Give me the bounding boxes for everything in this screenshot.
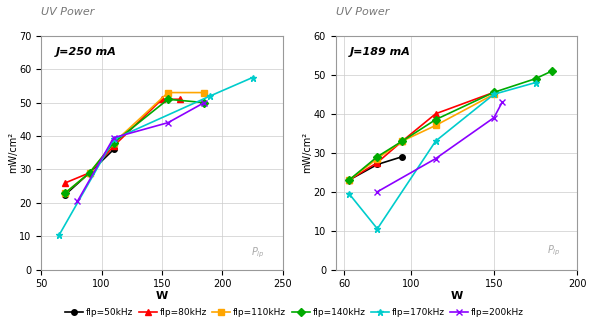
Text: J=250 mA: J=250 mA: [56, 47, 117, 58]
Text: UV Power: UV Power: [336, 7, 389, 17]
Text: UV Power: UV Power: [41, 7, 95, 17]
Y-axis label: mW/cm²: mW/cm²: [8, 132, 18, 173]
X-axis label: W: W: [451, 291, 462, 301]
Legend: flp=50kHz, flp=80kHz, flp=110kHz, flp=140kHz, flp=170kHz, flp=200kHz: flp=50kHz, flp=80kHz, flp=110kHz, flp=14…: [62, 304, 527, 320]
Text: J=189 mA: J=189 mA: [350, 47, 411, 58]
X-axis label: W: W: [156, 291, 168, 301]
Text: $P_{lp}$: $P_{lp}$: [547, 244, 561, 258]
Y-axis label: mW/cm²: mW/cm²: [302, 132, 312, 173]
Text: $P_{lp}$: $P_{lp}$: [251, 245, 264, 260]
